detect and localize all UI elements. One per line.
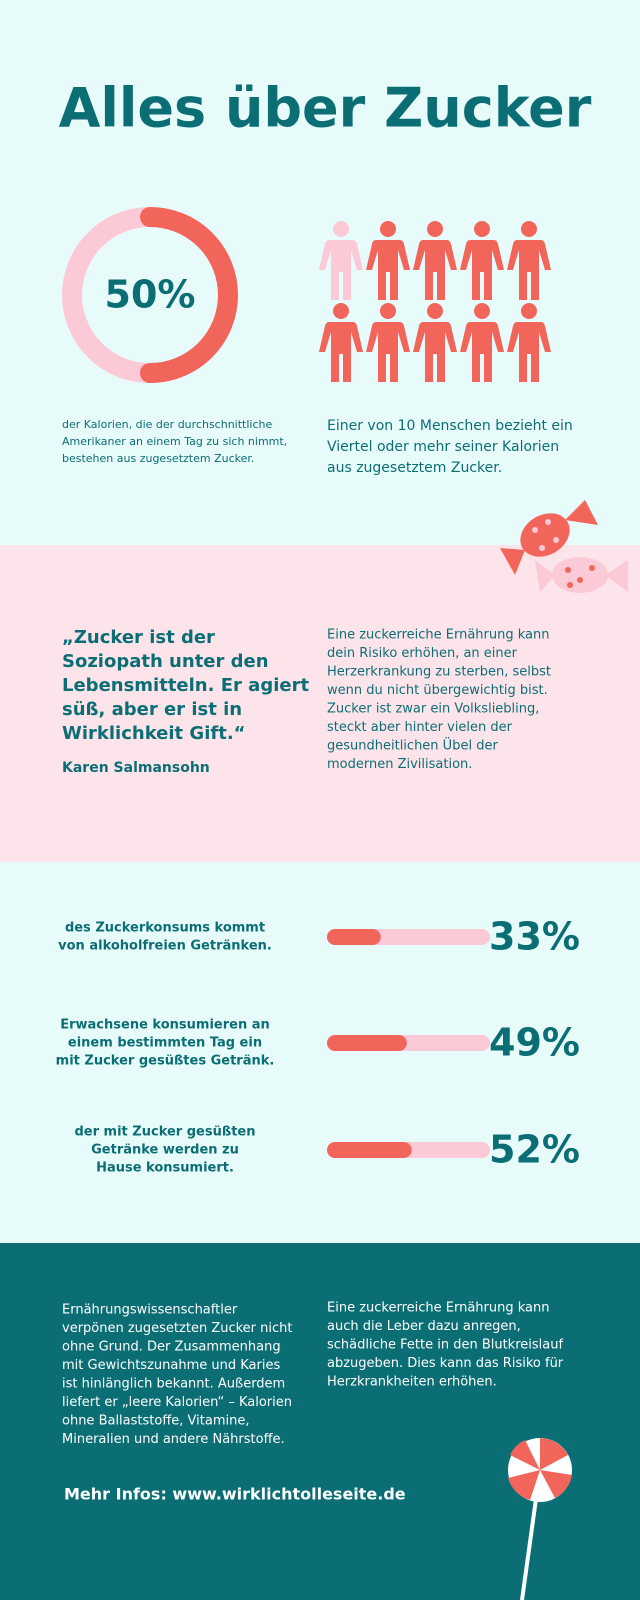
stat-value: 52%: [489, 1128, 580, 1172]
person-icon: [319, 221, 363, 300]
person-body: [413, 240, 457, 300]
person-body: [319, 240, 363, 300]
person-head: [380, 221, 396, 237]
candy: [500, 500, 628, 593]
quote-line: „Zucker ist der: [62, 627, 215, 648]
stat-text: der mit Zucker gesüßten: [75, 1125, 256, 1140]
quote-paragraph: Herzerkrankung zu sterben, selbst: [327, 665, 551, 680]
quote-paragraph: modernen Zivilisation.: [327, 757, 472, 772]
quote-line: Wirklichkeit Gift.“: [62, 723, 245, 744]
footer-paragraph: Eine zuckerreiche Ernährung kann: [327, 1301, 550, 1316]
donut-arc: [140, 207, 238, 383]
footer-paragraph: schädliche Fette in den Blutkreislauf: [327, 1338, 563, 1353]
footer-link: Mehr Infos: www.wirklichtolleseite.de: [64, 1485, 406, 1504]
footer-paragraph: verpönen zugesetzten Zucker nicht: [62, 1321, 293, 1336]
person-head: [474, 221, 490, 237]
donut-caption: der Kalorien, die der durchschnittliche: [62, 418, 272, 431]
footer-paragraph: mit Gewichtszunahme und Karies: [62, 1358, 280, 1373]
person-body: [460, 240, 504, 300]
title: Alles über Zucker: [59, 77, 592, 140]
person-body: [460, 322, 504, 382]
quote-paragraph: Eine zuckerreiche Ernährung kann: [327, 628, 550, 643]
bg-footer: [0, 1243, 640, 1600]
person-body: [366, 322, 410, 382]
quote-line: Lebensmitteln. Er agiert: [62, 675, 309, 696]
quote-author: Karen Salmansohn: [62, 760, 210, 776]
stat-text: mit Zucker gesüßtes Getränk.: [56, 1054, 275, 1069]
lollipop: [508, 1438, 572, 1600]
footer-paragraph: Ernährungswissenschaftler: [62, 1303, 238, 1318]
person-body: [507, 322, 551, 382]
quote-line: Soziopath unter den: [62, 651, 269, 672]
person-head: [521, 221, 537, 237]
person-icon: [507, 303, 551, 382]
people-caption: aus zugesetztem Zucker.: [327, 460, 502, 476]
stat-text: einem bestimmten Tag ein: [68, 1036, 262, 1051]
stat-value: 49%: [489, 1021, 580, 1065]
footer-paragraph: liefert er „leere Kalorien“ – Kalorien: [62, 1395, 292, 1410]
footer-paragraph: Mineralien und andere Nährstoffe.: [62, 1432, 285, 1447]
person-body: [366, 240, 410, 300]
footer-paragraph: ist hinlänglich bekannt. Außerdem: [62, 1377, 285, 1392]
people-caption: Viertel oder mehr seiner Kalorien: [327, 439, 559, 455]
person-body: [413, 322, 457, 382]
person-icon: [366, 221, 410, 300]
bg-stats: [0, 862, 640, 1243]
bar: [327, 929, 381, 945]
footer-paragraph: Herzkrankheiten erhöhen.: [327, 1375, 497, 1390]
quote-paragraph: wenn du nicht übergewichtig bist.: [327, 683, 548, 698]
donut-label: 50%: [105, 273, 196, 317]
person-body: [319, 322, 363, 382]
person-head: [521, 303, 537, 319]
person-icon: [319, 303, 363, 382]
person-icon: [413, 303, 457, 382]
footer-paragraph: abzugeben. Dies kann das Risiko für: [327, 1356, 564, 1371]
person-head: [427, 303, 443, 319]
person-icon: [507, 221, 551, 300]
person-head: [380, 303, 396, 319]
person-icon: [460, 221, 504, 300]
stat-text: von alkoholfreien Getränken.: [58, 939, 272, 954]
donut-caption: bestehen aus zugesetztem Zucker.: [62, 452, 254, 465]
quote-paragraph: dein Risiko erhöhen, an einer: [327, 646, 518, 661]
quote-paragraph: gesundheitlichen Übel der: [327, 737, 498, 754]
bar: [327, 1035, 407, 1051]
person-head: [333, 221, 349, 237]
donut-caption: Amerikaner an einem Tag zu sich nimmt,: [62, 435, 287, 448]
person-icon: [366, 303, 410, 382]
stat-text: des Zuckerkonsums kommt: [65, 921, 265, 936]
footer-paragraph: ohne Grund. Der Zusammenhang: [62, 1340, 281, 1355]
stat-text: Getränke werden zu: [91, 1143, 239, 1158]
footer-paragraph: ohne Ballaststoffe, Vitamine,: [62, 1414, 249, 1429]
stat-text: Hause konsumiert.: [96, 1161, 234, 1176]
people-caption: Einer von 10 Menschen bezieht ein: [327, 418, 573, 434]
person-head: [427, 221, 443, 237]
quote-paragraph: steckt aber hinter vielen der: [327, 720, 513, 735]
person-icon: [460, 303, 504, 382]
person-icon: [413, 221, 457, 300]
quote-line: süß, aber er ist in: [62, 699, 242, 720]
quote-paragraph: Zucker ist zwar ein Volksliebling,: [327, 702, 539, 717]
person-head: [333, 303, 349, 319]
stat-text: Erwachsene konsumieren an: [60, 1018, 270, 1033]
person-head: [474, 303, 490, 319]
bar: [327, 1142, 412, 1158]
person-body: [507, 240, 551, 300]
bg-quote: [0, 545, 640, 862]
footer-paragraph: auch die Leber dazu anregen,: [327, 1319, 521, 1334]
stat-value: 33%: [489, 915, 580, 959]
